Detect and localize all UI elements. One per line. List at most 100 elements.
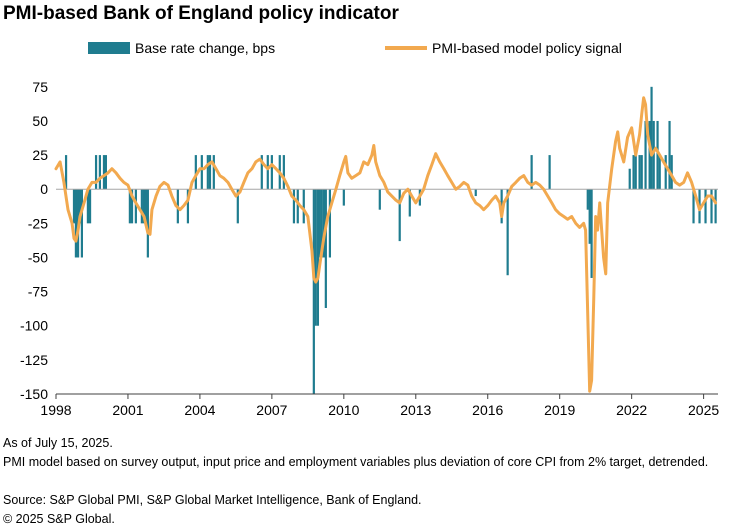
bar	[130, 189, 134, 224]
bar	[588, 189, 591, 244]
bar	[634, 155, 637, 190]
bar	[586, 189, 589, 210]
bar	[632, 155, 635, 190]
y-tick-label: -50	[28, 249, 48, 265]
bar	[704, 189, 707, 224]
bar	[590, 189, 593, 278]
bar	[194, 155, 197, 190]
bar	[142, 189, 146, 224]
bar	[212, 155, 215, 190]
bar	[104, 155, 107, 190]
bar	[208, 155, 212, 190]
bar	[260, 155, 263, 190]
bar	[506, 189, 509, 276]
y-tick-label: 25	[32, 147, 48, 163]
line-series	[54, 96, 718, 393]
bar	[652, 120, 655, 190]
y-tick-label: 75	[32, 79, 48, 95]
bar	[236, 189, 239, 224]
bar	[282, 155, 285, 190]
bar	[710, 189, 713, 224]
bar	[312, 189, 315, 394]
x-tick-label: 2010	[328, 402, 359, 418]
bar	[650, 86, 653, 190]
bar	[88, 189, 92, 224]
legend-swatch-bars	[88, 42, 130, 54]
bar	[314, 189, 317, 326]
bar	[134, 189, 137, 224]
bar	[474, 189, 477, 197]
bar	[140, 189, 143, 224]
footnote-as-of: As of July 15, 2025.	[3, 436, 113, 450]
bar	[74, 189, 78, 258]
bar	[668, 120, 671, 190]
bar	[270, 155, 273, 190]
bar	[94, 155, 98, 190]
legend-label-line: PMI-based model policy signal	[432, 40, 622, 56]
bar	[86, 189, 89, 224]
legend-label-bars: Base rate change, bps	[135, 40, 275, 56]
bar	[648, 120, 651, 190]
x-tick-label: 2022	[616, 402, 647, 418]
bar	[186, 189, 190, 224]
y-axis: 75 50 25 0 -25 -50 -75 -100 -125 -150	[20, 79, 48, 402]
bar	[714, 189, 717, 224]
legend: Base rate change, bps PMI-based model po…	[88, 40, 622, 56]
bar	[656, 120, 659, 190]
bar	[102, 155, 106, 190]
bar	[302, 189, 305, 224]
bar	[398, 189, 401, 242]
bar	[98, 155, 101, 190]
y-tick-label: -75	[28, 284, 48, 300]
bar	[78, 189, 82, 224]
y-tick-label: -125	[20, 352, 48, 368]
bar	[324, 189, 327, 308]
bar	[64, 155, 68, 190]
x-tick-label: 2013	[400, 402, 431, 418]
bar	[316, 189, 320, 326]
bar	[266, 155, 269, 190]
bar	[408, 189, 411, 217]
bar	[664, 155, 667, 190]
bar	[80, 189, 83, 258]
bar	[200, 155, 203, 190]
bar	[320, 189, 323, 258]
x-tick-label: 2001	[112, 402, 143, 418]
y-tick-label: -25	[28, 215, 48, 231]
x-axis: 1998 2001 2004 2007 2010 2013 2016 2019 2022 2025	[40, 393, 719, 418]
bar	[530, 155, 533, 190]
y-tick-label: 50	[32, 113, 48, 129]
bar-series	[64, 86, 717, 394]
bar	[322, 189, 326, 258]
footnote-source: Source: S&P Global PMI, S&P Global Marke…	[3, 493, 422, 507]
x-tick-label: 2007	[256, 402, 287, 418]
bar	[378, 189, 381, 210]
bar	[144, 189, 148, 224]
chart-svg: Base rate change, bps PMI-based model po…	[20, 40, 719, 418]
bar	[670, 155, 673, 190]
y-tick-label: -150	[20, 386, 48, 402]
bar	[638, 155, 641, 190]
bar	[206, 155, 209, 190]
y-tick-label: -100	[20, 318, 48, 334]
bar	[692, 189, 695, 224]
x-tick-label: 2019	[544, 402, 575, 418]
bar	[292, 189, 296, 224]
bar	[296, 189, 299, 224]
bar	[548, 155, 551, 190]
bar	[146, 189, 149, 258]
bar	[72, 189, 76, 224]
footnote-model: PMI model based on survey output, input …	[3, 455, 709, 469]
x-tick-label: 2004	[184, 402, 215, 418]
bar	[658, 155, 661, 190]
bar	[318, 189, 321, 258]
x-tick-label: 2025	[688, 402, 719, 418]
x-tick-label: 1998	[40, 402, 71, 418]
bar	[628, 168, 631, 190]
bar	[640, 155, 643, 190]
bar	[644, 120, 647, 190]
bar	[128, 189, 131, 224]
chart-title: PMI-based Bank of England policy indicat…	[3, 3, 399, 24]
x-tick-label: 2016	[472, 402, 503, 418]
y-tick-label: 0	[40, 181, 48, 197]
